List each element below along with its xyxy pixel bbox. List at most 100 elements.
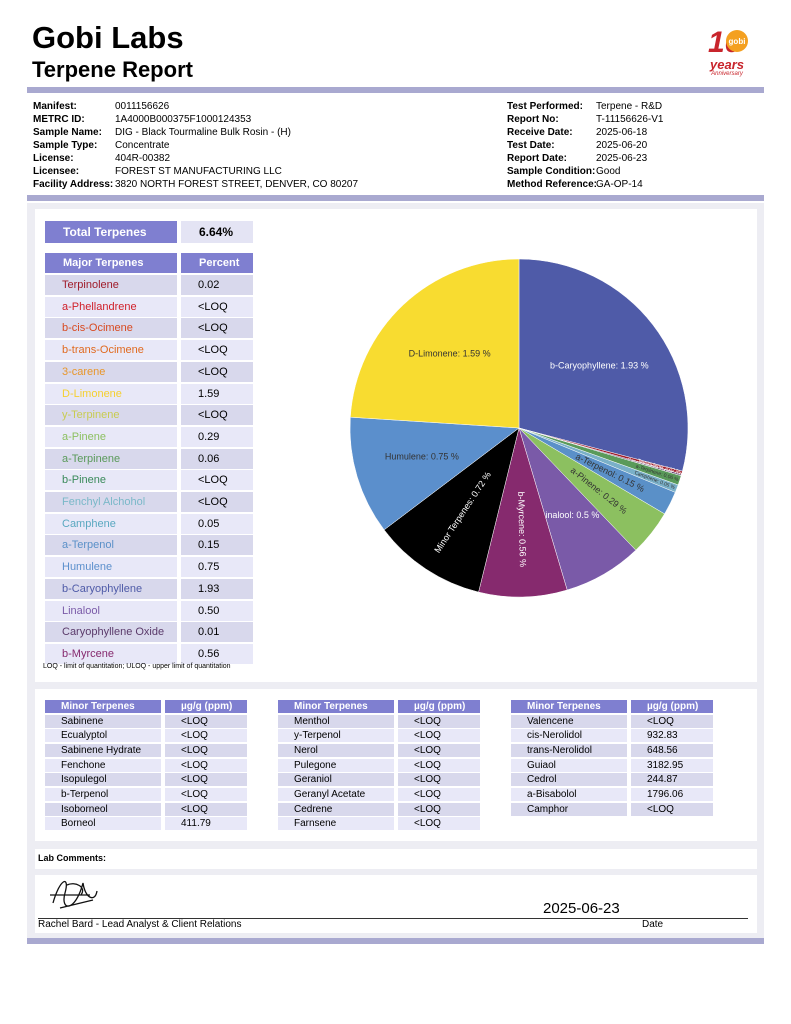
signature-panel bbox=[35, 875, 757, 933]
minor-name: Ecualyptol bbox=[45, 729, 161, 743]
minor-name: trans-Nerolidol bbox=[511, 743, 627, 757]
info-label: Sample Type: bbox=[33, 140, 98, 151]
terpene-name: Linalool bbox=[45, 600, 177, 621]
minor-value: <LOQ bbox=[165, 729, 247, 743]
minor-value: <LOQ bbox=[398, 758, 480, 772]
terpene-name: b-cis-Ocimene bbox=[45, 318, 177, 339]
minor-value: <LOQ bbox=[165, 788, 247, 801]
minor-name: Nerol bbox=[278, 743, 394, 757]
date-label: Date bbox=[642, 919, 664, 930]
terpene-value: <LOQ bbox=[181, 318, 253, 339]
footnote: LOQ - limit of quantitation; ULOQ - uppe… bbox=[43, 663, 231, 670]
terpene-value: <LOQ bbox=[181, 470, 253, 491]
terpene-value: 1.59 bbox=[181, 383, 253, 404]
minor-name: y-Terpenol bbox=[278, 729, 394, 743]
minor-header: Minor Terpenes bbox=[45, 700, 161, 713]
minor-name: Geranyl Acetate bbox=[278, 788, 394, 801]
minor-value: 3182.95 bbox=[631, 758, 713, 772]
total-label: Total Terpenes bbox=[45, 221, 177, 243]
minor-value: <LOQ bbox=[165, 714, 247, 728]
info-label: Test Date: bbox=[507, 140, 555, 151]
info-value: 2025-06-20 bbox=[596, 140, 648, 151]
info-value: 2025-06-23 bbox=[596, 153, 648, 164]
slice-label: b-Myrcene: 0.56 % bbox=[516, 491, 528, 567]
comments-label: Lab Comments: bbox=[38, 853, 107, 863]
terpene-name: 3-carene bbox=[45, 361, 177, 382]
minor-value: <LOQ bbox=[398, 773, 480, 787]
pie-slice bbox=[478, 427, 568, 598]
total-value: 6.64% bbox=[181, 221, 253, 243]
minor-name: Guiaol bbox=[511, 758, 627, 772]
info-value: FOREST ST MANUFACTURING LLC bbox=[115, 166, 282, 177]
terpene-value: 0.05 bbox=[181, 513, 253, 534]
terpene-value: <LOQ bbox=[181, 492, 253, 512]
info-label: Report No: bbox=[507, 114, 559, 125]
minor-name: Pulegone bbox=[278, 758, 394, 772]
terpene-value: 0.15 bbox=[181, 535, 253, 556]
terpene-value: 0.06 bbox=[181, 448, 253, 469]
pie-chart: b-Caryophyllene: 1.93 %Terpinolene: 0.02… bbox=[349, 258, 691, 598]
terpene-value: <LOQ bbox=[181, 361, 253, 382]
terpene-name: Caryophyllene Oxide bbox=[45, 622, 177, 643]
minor-value: <LOQ bbox=[398, 817, 480, 831]
minor-value: 648.56 bbox=[631, 743, 713, 757]
logo: 10 gobi years Anniversary bbox=[708, 26, 748, 77]
pie-slice bbox=[383, 427, 520, 593]
terpene-value: <LOQ bbox=[181, 296, 253, 317]
terpene-name: b-Pinene bbox=[45, 470, 177, 491]
terpene-value: 1.93 bbox=[181, 578, 253, 599]
subtitle: Terpene Report bbox=[32, 57, 193, 82]
minor-header: µg/g (ppm) bbox=[398, 700, 480, 713]
minor-value: 932.83 bbox=[631, 729, 713, 743]
minor-header: Minor Terpenes bbox=[278, 700, 394, 713]
divider bbox=[27, 195, 764, 201]
terpene-name: Terpinolene bbox=[45, 275, 177, 295]
info-value: 2025-06-18 bbox=[596, 127, 648, 138]
pie-slice bbox=[350, 258, 520, 429]
divider bbox=[27, 938, 764, 944]
minor-name: Farnsene bbox=[278, 817, 394, 831]
signature-image bbox=[50, 881, 98, 909]
info-value: T-11156626-V1 bbox=[596, 114, 664, 125]
terpene-name: y-Terpinene bbox=[45, 405, 177, 426]
terpene-name: D-Limonene bbox=[45, 383, 177, 404]
minor-value: <LOQ bbox=[165, 743, 247, 757]
pie-slice bbox=[518, 258, 689, 472]
info-value: 3820 NORTH FOREST STREET, DENVER, CO 802… bbox=[115, 179, 359, 190]
info-label: Report Date: bbox=[507, 153, 568, 164]
terpene-name: b-trans-Ocimene bbox=[45, 340, 177, 361]
info-label: Manifest: bbox=[33, 101, 77, 112]
info-label: METRC ID: bbox=[33, 114, 85, 125]
terpene-value: <LOQ bbox=[181, 340, 253, 361]
minor-name: Fenchone bbox=[45, 758, 161, 772]
info-value: Good bbox=[596, 166, 621, 177]
minor-header: µg/g (ppm) bbox=[631, 700, 713, 713]
info-value: GA-OP-14 bbox=[596, 179, 643, 190]
minor-value: <LOQ bbox=[398, 802, 480, 816]
minor-name: Sabinene Hydrate bbox=[45, 743, 161, 757]
title: Gobi Labs bbox=[32, 20, 184, 55]
info-label: License: bbox=[33, 153, 74, 164]
terpene-name: a-Terpinene bbox=[45, 448, 177, 469]
minor-value: <LOQ bbox=[165, 758, 247, 772]
minor-header: Minor Terpenes bbox=[511, 700, 627, 713]
logo-brand: gobi bbox=[729, 37, 746, 46]
info-value: Terpene - R&D bbox=[596, 101, 663, 112]
info-value: Concentrate bbox=[115, 140, 170, 151]
info-value: 1A4000B000375F1000124353 bbox=[115, 114, 252, 125]
minor-value: <LOQ bbox=[631, 802, 713, 816]
info-label: Test Performed: bbox=[507, 101, 583, 112]
minor-name: Isopulegol bbox=[45, 773, 161, 787]
comments-panel: Lab Comments: bbox=[35, 849, 757, 869]
major-header: Major Terpenes bbox=[45, 253, 177, 273]
minor-value: 411.79 bbox=[165, 817, 247, 831]
terpene-value: 0.56 bbox=[181, 643, 253, 664]
minor-value: <LOQ bbox=[165, 773, 247, 787]
terpene-name: Fenchyl Alchohol bbox=[45, 492, 177, 512]
terpene-value: 0.50 bbox=[181, 600, 253, 621]
minor-name: Sabinene bbox=[45, 714, 161, 728]
slice-label: b-Caryophyllene: 1.93 % bbox=[550, 361, 649, 371]
slice-label: Linalool: 0.5 % bbox=[540, 510, 599, 520]
terpene-name: b-Caryophyllene bbox=[45, 578, 177, 599]
